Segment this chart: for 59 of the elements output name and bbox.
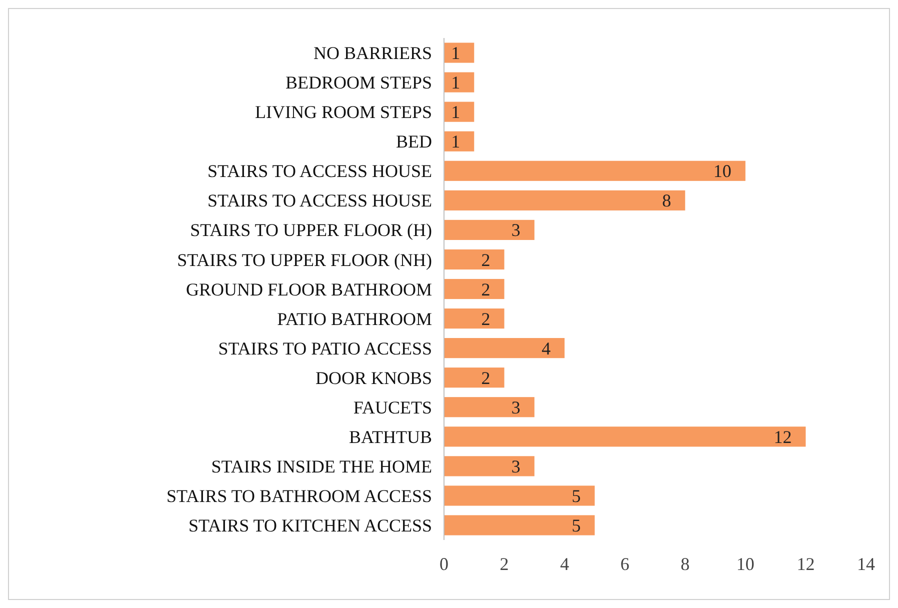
data-label: 2 <box>481 368 490 388</box>
bar <box>444 131 474 152</box>
x-tick-label: 8 <box>680 554 690 574</box>
data-label: 2 <box>481 250 490 270</box>
y-tick-label: PATIO BATHROOM <box>277 308 432 329</box>
x-tick-label: 2 <box>500 554 509 574</box>
data-label: 3 <box>511 220 520 240</box>
y-tick-label: STAIRS TO UPPER FLOOR (H) <box>190 220 432 240</box>
bar <box>444 515 595 536</box>
y-tick-label: BEDROOM STEPS <box>285 72 432 93</box>
x-tick-label: 4 <box>560 554 570 574</box>
y-tick-label: GROUND FLOOR BATHROOM <box>186 279 432 300</box>
y-tick-label: BATHTUB <box>348 426 432 447</box>
bar <box>444 308 504 329</box>
y-tick-label: STAIRS TO ACCESS HOUSE <box>208 161 432 182</box>
y-tick-label: STAIRS TO PATIO ACCESS <box>218 338 432 358</box>
data-label: 5 <box>572 486 581 506</box>
bar <box>444 42 474 63</box>
y-tick-label: BED <box>396 132 432 152</box>
data-label: 1 <box>451 102 460 122</box>
data-label: 5 <box>572 516 581 536</box>
y-tick-label: LIVING ROOM STEPS <box>254 102 432 122</box>
y-tick-label: STAIRS TO BATHROOM ACCESS <box>166 486 432 506</box>
bar <box>444 220 534 240</box>
x-tick-label: 10 <box>736 554 754 574</box>
data-label: 8 <box>662 190 672 211</box>
y-tick-label: DOOR KNOBS <box>315 368 432 388</box>
bar <box>444 72 474 92</box>
data-label: 12 <box>774 426 792 447</box>
x-tick-label: 0 <box>440 554 448 574</box>
data-label: 3 <box>511 456 520 476</box>
bar <box>444 102 474 122</box>
y-tick-label: STAIRS INSIDE THE HOME <box>211 456 432 476</box>
bar <box>444 397 534 418</box>
data-label: 1 <box>451 43 460 64</box>
data-label: 3 <box>511 397 520 418</box>
x-tick-label: 14 <box>857 554 875 574</box>
bar <box>444 249 504 270</box>
y-tick-label: NO BARRIERS <box>313 43 432 64</box>
y-tick-label: STAIRS TO KITCHEN ACCESS <box>188 516 432 536</box>
bar <box>444 486 595 506</box>
data-label: 2 <box>481 308 490 329</box>
bar <box>444 426 806 447</box>
bar <box>444 190 686 210</box>
y-tick-label: STAIRS TO ACCESS HOUSE <box>208 190 432 211</box>
data-label: 4 <box>542 338 551 358</box>
bar <box>444 278 504 300</box>
y-tick-label: FAUCETS <box>353 397 432 418</box>
data-label: 2 <box>481 279 490 300</box>
y-tick-label: STAIRS TO UPPER FLOOR (NH) <box>177 250 432 270</box>
data-label: 10 <box>713 161 732 182</box>
bar <box>444 338 565 358</box>
bar <box>444 368 504 388</box>
bar <box>444 456 534 476</box>
x-tick-label: 6 <box>620 554 630 574</box>
x-tick-label: 12 <box>796 554 815 574</box>
bar <box>444 160 746 181</box>
data-label: 1 <box>451 72 460 93</box>
data-label: 1 <box>451 132 460 152</box>
